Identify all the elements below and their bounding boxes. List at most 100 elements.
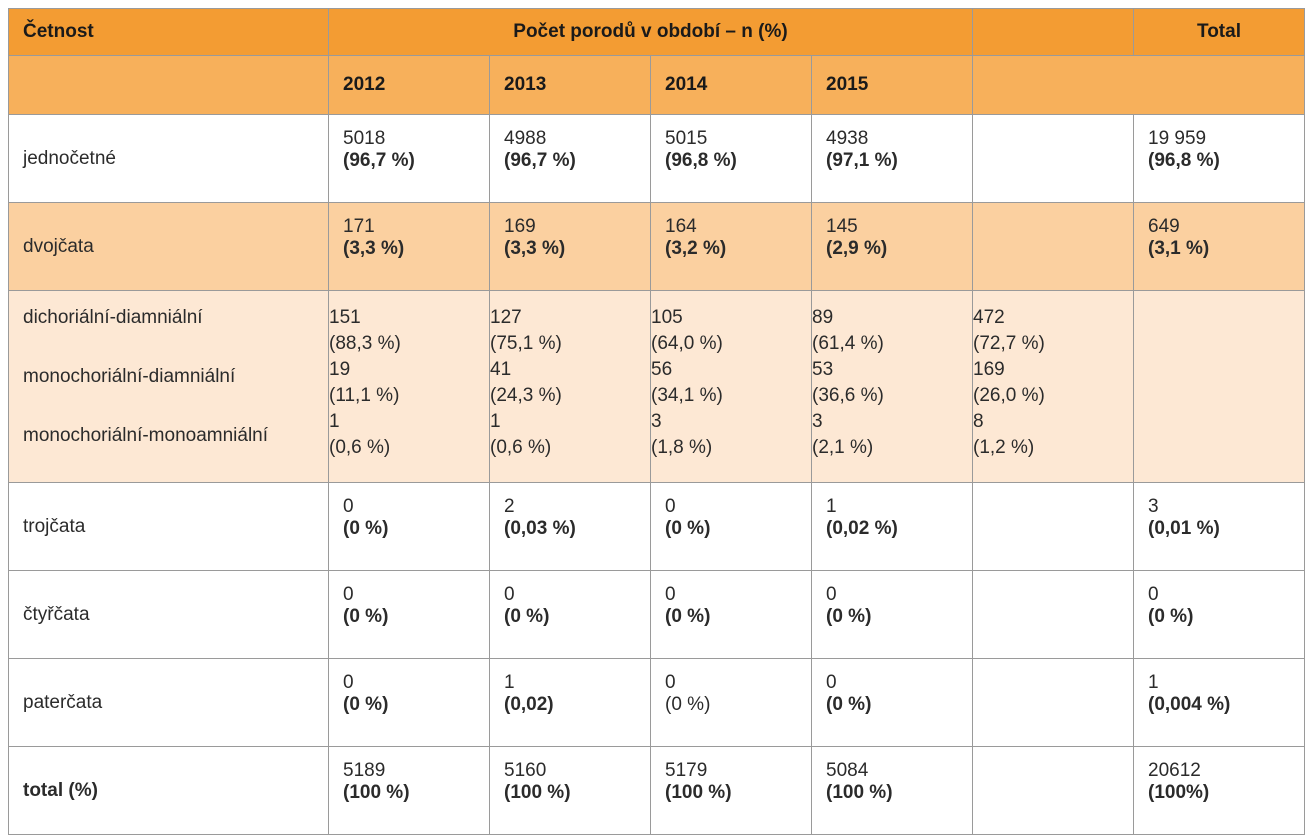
header-row-2: 2012 2013 2014 2015 (8, 55, 1305, 115)
percent-value: (1,8 %) (651, 437, 713, 458)
value-cell: 0 (0 %) (328, 482, 490, 571)
value-cell: 5189 (100 %) (328, 746, 490, 835)
total-cell: 20612 (100%) (1133, 746, 1305, 835)
percent-value: (3,1 %) (1148, 238, 1210, 259)
count-value: 0 (504, 584, 515, 605)
header-empty (972, 55, 1305, 115)
percent-value: (0 %) (665, 606, 711, 627)
value-cell: 164 (3,2 %) (650, 202, 812, 291)
value-cell (972, 202, 1134, 291)
value-cell: 5015 (96,8 %) (650, 114, 812, 203)
count-value: 20612 (1148, 760, 1201, 781)
table-row: jednočetné 5018 (96,7 %) 4988 (96,7 %) 5015 (9… (8, 114, 1305, 203)
count-value: 171 (343, 216, 375, 237)
percent-value: (0 %) (826, 694, 872, 715)
percent-value: (100%) (1148, 782, 1210, 803)
percent-value: (2,9 %) (826, 238, 888, 259)
table-row: paterčata 0 (0 %) 1 (0,02) 0 (0 %) 0 (0 %) 1 (0,00… (8, 658, 1305, 747)
percent-value: (1,2 %) (973, 437, 1035, 458)
percent-value: (100 %) (665, 782, 732, 803)
percent-value: (26,0 %) (973, 385, 1045, 406)
table-row: trojčata 0 (0 %) 2 (0,03 %) 0 (0 %) 1 (0,02 %) 3(… (8, 482, 1305, 571)
count-value: 0 (665, 672, 676, 693)
row-label: total (%) (8, 746, 329, 835)
value-cell: 1 (0,02 %) (811, 482, 973, 571)
count-value: 8 (973, 411, 984, 432)
percent-value: (34,1 %) (651, 385, 723, 406)
percent-value: (96,7 %) (343, 150, 415, 171)
percent-value: (0 %) (665, 694, 711, 715)
value-cell (972, 114, 1134, 203)
label-mcda: monochoriální-diamniální (23, 366, 236, 387)
percent-value: (0,004 %) (1148, 694, 1231, 715)
header-row-1: Četnost Počet porodů v období – n (%) To… (8, 8, 1305, 56)
col-header-frequency: Četnost (8, 8, 329, 56)
count-value: 53 (812, 359, 834, 380)
value-cell: 5084 (100 %) (811, 746, 973, 835)
count-value: 169 (504, 216, 536, 237)
count-value: 169 (973, 359, 1005, 380)
percent-value: (0,02 %) (826, 518, 898, 539)
table-row: čtyřčata 0 (0 %) 0 (0 %) 0 (0 %) 0 (0 %) 0 (0 %) (8, 570, 1305, 659)
year-2013: 2013 (489, 55, 651, 115)
col-header-total: Total (1133, 8, 1305, 56)
value-cell (972, 746, 1134, 835)
percent-value: (3,2 %) (665, 238, 727, 259)
count-value: 5015 (665, 128, 708, 149)
percent-value: (96,8 %) (1148, 150, 1220, 171)
header-empty (972, 8, 1134, 56)
value-cell: 5179 (100 %) (650, 746, 812, 835)
percent-value: (36,6 %) (812, 385, 884, 406)
chorionicity-2015: 89 (61,4 %) 53 (36,6 %) 3 (2,1 %) (811, 290, 973, 483)
count-value: 1 (826, 496, 837, 517)
total-cell: 0 (0 %) (1133, 570, 1305, 659)
count-value: 151 (329, 307, 361, 328)
header-empty (8, 55, 329, 115)
percent-value: (0 %) (343, 694, 389, 715)
count-value: 19 (329, 359, 351, 380)
percent-value: (61,4 %) (812, 333, 884, 354)
row-label: dvojčata (8, 202, 329, 291)
value-cell (972, 482, 1134, 571)
count-value: 164 (665, 216, 697, 237)
count-value: 89 (812, 307, 834, 328)
percent-value: (0,03 %) (504, 518, 576, 539)
percent-value: (3,3 %) (343, 238, 405, 259)
count-value: 0 (665, 584, 676, 605)
count-value: 0 (343, 496, 354, 517)
value-cell: 5160 (100 %) (489, 746, 651, 835)
percent-value: (100 %) (826, 782, 893, 803)
percent-value: (64,0 %) (651, 333, 723, 354)
col-header-births-period: Počet porodů v období – n (%) (328, 8, 973, 56)
count-value: 2 (504, 496, 515, 517)
percent-value: (0,02) (504, 694, 554, 715)
count-value: 3 (1148, 496, 1159, 517)
percent-value: (0 %) (1148, 606, 1194, 627)
count-value: 0 (826, 672, 837, 693)
count-value: 1 (490, 411, 501, 432)
chorionicity-2014: 105 (64,0 %) 56 (34,1 %) 3 (1,8 %) (650, 290, 812, 483)
count-value: 5179 (665, 760, 708, 781)
value-cell: 0 (0 %) (811, 658, 973, 747)
count-value: 5189 (343, 760, 386, 781)
twin-statistics-table: Četnost Počet porodů v období – n (%) To… (8, 8, 1305, 835)
percent-value: (0 %) (665, 518, 711, 539)
count-value: 5160 (504, 760, 547, 781)
year-2012: 2012 (328, 55, 490, 115)
percent-value: (0,01 %) (1148, 518, 1220, 539)
count-value: 0 (1148, 584, 1159, 605)
count-value: 0 (343, 672, 354, 693)
value-cell: 0 (0 %) (650, 482, 812, 571)
count-value: 5084 (826, 760, 869, 781)
count-value: 127 (490, 307, 522, 328)
value-cell: 0 (0 %) (489, 570, 651, 659)
count-value: 0 (826, 584, 837, 605)
percent-value: (0 %) (343, 518, 389, 539)
percent-value: (0,6 %) (329, 437, 391, 458)
count-value: 1 (329, 411, 340, 432)
year-2014: 2014 (650, 55, 812, 115)
percent-value: (96,7 %) (504, 150, 576, 171)
value-cell: 5018 (96,7 %) (328, 114, 490, 203)
value-cell (972, 570, 1134, 659)
row-label: paterčata (8, 658, 329, 747)
